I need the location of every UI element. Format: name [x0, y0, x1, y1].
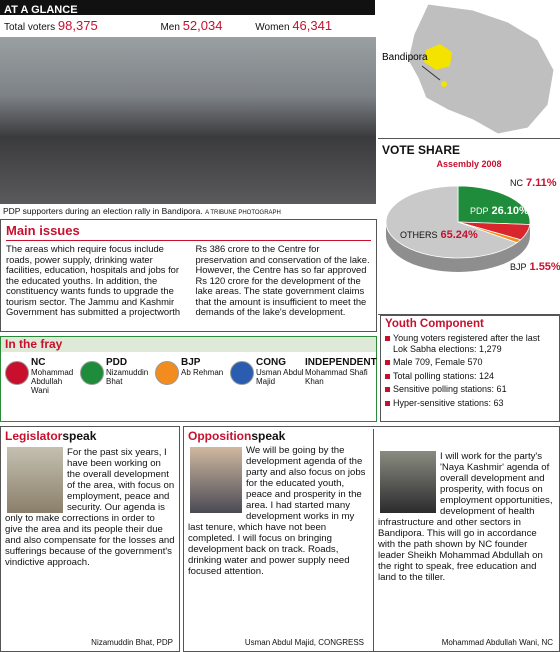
quote: We will be going by the development agen…: [188, 445, 366, 577]
stat-value: 98,375: [57, 18, 98, 33]
candidate: CONG Usman Abdul Majid: [230, 357, 308, 417]
map-shape: [407, 3, 555, 135]
party: INDEPENDENT: [305, 357, 377, 368]
heading: Opposition: [188, 429, 252, 443]
bullet: [385, 400, 390, 406]
list-item: Male 709, Female 570: [385, 357, 555, 368]
list-item: Hyper-sensitive stations: 63: [385, 398, 555, 409]
heading: speak: [251, 429, 286, 443]
item-text: Male 709, Female 570: [393, 357, 483, 367]
candidate-text: NC Mohammad Abdullah Wani: [31, 357, 79, 395]
stats: Total voters 98,375 Men 52,034 Women 46,…: [4, 17, 376, 35]
stat-value: 52,034: [182, 18, 223, 33]
heading: Legislator: [5, 429, 63, 443]
author: Nizamuddin Bhat, PDP: [91, 638, 173, 647]
in-the-fray: In the fray NC Mohammad Abdullah Wani PDD N…: [0, 336, 377, 422]
section-title: In the fray: [5, 337, 63, 351]
candidate: BJP Ab Rehman: [155, 357, 233, 417]
candidate-text: PDD Nizamuddin Bhat: [106, 357, 154, 386]
map-dot: [441, 81, 447, 87]
opposition: Oppositionspeak We will be going by the …: [183, 426, 560, 652]
candidate-name: Nizamuddin Bhat: [106, 368, 149, 386]
main-issues: Main issues The areas which require focu…: [0, 219, 377, 332]
candidate-name: Mohammad Abdullah Wani: [31, 368, 74, 395]
portrait: [380, 451, 436, 513]
portrait: [190, 447, 242, 513]
stat-value: 46,341: [292, 18, 333, 33]
list-item: Total polling stations: 124: [385, 371, 555, 382]
header-title: AT A GLANCE: [4, 4, 78, 16]
quote-block: I will work for the party's 'Naya Kashmi…: [373, 429, 559, 651]
party-icon: [155, 361, 179, 385]
chart-subtitle: Assembly 2008: [436, 159, 502, 169]
vote-share: VOTE SHARE Assembly 2008: [378, 138, 560, 315]
credit: A TRIBUNE PHOTOGRAPH: [205, 210, 281, 216]
stat-label: Total voters: [4, 22, 56, 33]
youth: Youth Component Young voters registered …: [380, 315, 560, 422]
candidate-text: INDEPENDENT Mohammad Shafi Khan: [305, 357, 377, 386]
quote: I will work for the party's 'Naya Kashmi…: [378, 451, 553, 583]
candidate-name: Usman Abdul Majid: [256, 368, 304, 386]
item-text: Total polling stations: 124: [393, 370, 495, 381]
list-item: Sensitive polling stations: 61: [385, 384, 555, 395]
body-text: The areas which require focus include ro…: [6, 243, 370, 317]
header-bar: AT A GLANCE: [0, 0, 375, 16]
bullet: [385, 336, 390, 341]
candidate: NC Mohammad Abdullah Wani: [5, 357, 83, 417]
party: NC: [31, 357, 46, 368]
party: CONG: [256, 357, 286, 368]
legislator: Legislatorspeak For the past six years, …: [0, 426, 180, 652]
stat-label: Men: [160, 22, 180, 33]
party: PDD: [106, 357, 128, 368]
map: Bandipora: [382, 3, 555, 135]
map-highlight: [424, 44, 452, 70]
section-title: Youth Component: [385, 318, 484, 330]
photo: [0, 37, 376, 204]
photo-caption: PDP supporters during an election rally …: [3, 206, 377, 216]
map-pointer: [421, 65, 441, 81]
portrait: [7, 447, 63, 513]
heading: speak: [62, 429, 97, 443]
party-icon: [80, 361, 104, 385]
candidate-text: BJP Ab Rehman: [181, 357, 229, 377]
bullet: [385, 373, 390, 379]
candidate: PDD Nizamuddin Bhat: [80, 357, 158, 417]
bullet: [385, 387, 390, 392]
candidate-name: Ab Rehman: [181, 368, 224, 377]
section-title: Main issues: [6, 223, 80, 238]
quote: For the past six years, I have been work…: [5, 447, 175, 568]
caption: PDP supporters during an election rally …: [3, 206, 203, 216]
quote-block: We will be going by the development agen…: [184, 443, 370, 651]
stat-label: Women: [255, 22, 290, 33]
party-icon: [5, 361, 29, 385]
candidate: INDEPENDENT Mohammad Shafi Khan: [305, 357, 383, 417]
list-item: Young voters registered after the last L…: [385, 333, 555, 354]
party-icon: [230, 361, 254, 385]
party: BJP: [181, 357, 201, 368]
item-text: Hyper-sensitive stations: 63: [393, 397, 504, 408]
candidate-text: CONG Usman Abdul Majid: [256, 357, 304, 386]
chart-title: VOTE SHARE: [382, 143, 461, 157]
bullet: [385, 360, 390, 365]
author: Mohammad Abdullah Wani, NC: [441, 638, 553, 647]
item-text: Young voters registered after the last L…: [393, 333, 540, 354]
map-label: Bandipora: [382, 52, 428, 63]
item-text: Sensitive polling stations: 61: [393, 384, 507, 394]
author: Usman Abdul Majid, CONGRESS: [244, 638, 364, 647]
candidate-name: Mohammad Shafi Khan: [305, 368, 368, 386]
